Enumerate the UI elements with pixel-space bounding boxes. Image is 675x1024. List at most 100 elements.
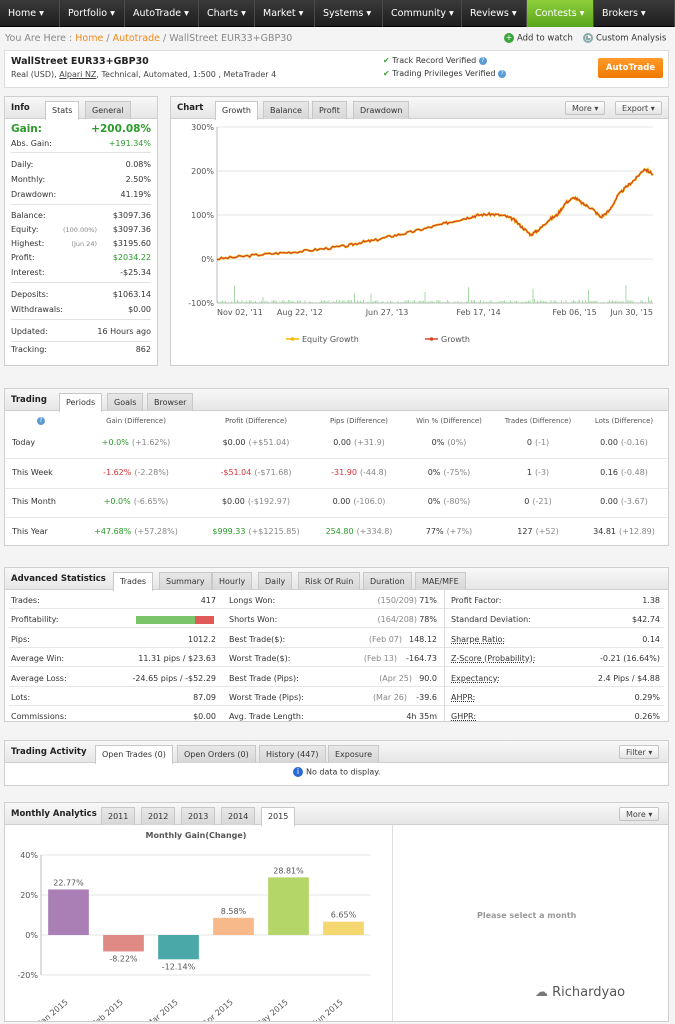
gain-cell: +0.0% (-6.65%) (81, 497, 191, 506)
breadcrumb-prefix: You Are Here : (5, 33, 73, 44)
bar[interactable] (158, 935, 199, 960)
tab-drawdown[interactable]: Drawdown (353, 101, 410, 119)
more-button[interactable]: More ▾ (565, 101, 606, 115)
tab-2013[interactable]: 2013 (181, 807, 216, 825)
tab-browser[interactable]: Browser (147, 393, 194, 411)
trades-cell: 127 (+52) (483, 527, 593, 536)
monthly-analytics-title: Monthly Analytics (11, 809, 97, 819)
nav-item-brokers[interactable]: Brokers ▾ (594, 0, 675, 27)
tab-exposure[interactable]: Exposure (328, 745, 380, 763)
nav-item-autotrade[interactable]: AutoTrade ▾ (125, 0, 199, 27)
export-button[interactable]: Export ▾ (615, 101, 662, 115)
help-icon[interactable]: ? (37, 417, 45, 425)
tab-duration[interactable]: Duration (363, 572, 412, 590)
y-tick-label: 100% (191, 211, 214, 220)
row-divider (9, 646, 664, 648)
nav-item-reviews[interactable]: Reviews ▾ (462, 0, 527, 27)
gain-value: -1.62% (103, 467, 132, 477)
column-header[interactable]: Trades (Difference) (504, 417, 572, 425)
volume-bars (217, 285, 652, 303)
tab-profit[interactable]: Profit (312, 101, 347, 119)
win-cell: 0% (-80%) (394, 497, 504, 506)
filter-button[interactable]: Filter ▾ (619, 745, 660, 759)
y-tick-label: 300% (191, 123, 214, 132)
nav-item-portfolio[interactable]: Portfolio ▾ (60, 0, 125, 27)
nav-item-community[interactable]: Community ▾ (383, 0, 462, 27)
trades-cell: 0 (-1) (483, 438, 593, 447)
lots-value: 34.81 (593, 526, 617, 536)
nav-item-charts[interactable]: Charts ▾ (199, 0, 255, 27)
trades-value: 127 (517, 526, 533, 536)
more-button[interactable]: More ▾ (619, 807, 660, 821)
lots-difference: (-0.48) (620, 467, 648, 477)
help-icon[interactable]: ? (478, 56, 487, 65)
drawdown-label: Drawdown: (11, 190, 57, 199)
tab-summary[interactable]: Summary (159, 572, 212, 590)
bar[interactable] (48, 889, 89, 935)
tab-open-trades[interactable]: Open Trades (0) (95, 745, 173, 764)
column-header[interactable]: Pips (Difference) (330, 417, 388, 425)
info-title: Info (11, 103, 30, 113)
column-header[interactable]: Profit (Difference) (224, 417, 288, 425)
tab-2012[interactable]: 2012 (141, 807, 176, 825)
autotrade-button[interactable]: AutoTrade (598, 58, 663, 78)
tab-trades[interactable]: Trades (113, 572, 154, 591)
nav-item-home[interactable]: Home ▾ (0, 0, 60, 27)
custom-analysis-link[interactable]: ◔ Custom Analysis (583, 33, 666, 44)
bar[interactable] (213, 917, 254, 935)
tab-daily[interactable]: Daily (258, 572, 293, 590)
tab-2014[interactable]: 2014 (221, 807, 256, 825)
tab-general[interactable]: General (85, 101, 131, 119)
nav-item-systems[interactable]: Systems ▾ (315, 0, 383, 27)
breadcrumb-home-link[interactable]: Home (75, 33, 104, 44)
tab-history[interactable]: History (447) (259, 745, 326, 763)
pips-cell: 0.00 (+31.9) (304, 438, 414, 447)
y-tick-label: 0% (201, 255, 214, 264)
bar[interactable] (323, 921, 364, 935)
tab-2015[interactable]: 2015 (261, 807, 296, 826)
pips-cell: 0.00 (-106.0) (304, 497, 414, 506)
breadcrumb-autotrade-link[interactable]: Autotrade (112, 33, 160, 44)
add-to-watch-link[interactable]: + Add to watch (504, 33, 573, 44)
bar[interactable] (268, 877, 309, 935)
help-icon[interactable]: ? (498, 69, 507, 78)
column-header[interactable]: Win % (Difference) (416, 417, 482, 425)
tab-goals[interactable]: Goals (107, 393, 144, 411)
tab-2011[interactable]: 2011 (101, 807, 136, 825)
column-header[interactable]: Gain (Difference) (106, 417, 166, 425)
tab-risk-of-ruin[interactable]: Risk Of Ruin (298, 572, 361, 590)
highest-value: $3195.60 (112, 239, 151, 248)
legend-growth[interactable]: Growth (441, 335, 470, 344)
monthly-analytics-panel: Monthly Analytics 2011 2012 2013 2014 20… (4, 802, 669, 1022)
trades-difference: (+52) (535, 526, 559, 536)
nav-item-contests[interactable]: Contests ▾ (527, 0, 594, 27)
bar-value-label: 6.65% (331, 911, 357, 920)
column-header[interactable]: Lots (Difference) (594, 417, 654, 425)
pips-value: -31.90 (331, 467, 357, 477)
nav-item-market[interactable]: Market ▾ (255, 0, 315, 27)
x-tick-label: Jun 2015 (311, 998, 345, 1021)
win-value: 0% (427, 497, 441, 506)
watermark-text: Richardyao (552, 985, 626, 1000)
y-tick-label: -100% (188, 299, 214, 308)
analysis-icon: ◔ (583, 33, 593, 43)
abs-gain-value: +191.34% (108, 139, 151, 148)
tab-mae-mfe[interactable]: MAE/MFE (415, 572, 466, 590)
legend-equity-growth[interactable]: Equity Growth (302, 335, 359, 344)
tab-growth[interactable]: Growth (215, 101, 258, 120)
profitability-win-fill (136, 616, 195, 625)
info-icon: i (293, 767, 303, 777)
tab-open-orders[interactable]: Open Orders (0) (177, 745, 256, 763)
tab-periods[interactable]: Periods (59, 393, 103, 412)
chart-panel: Chart Growth Balance Profit Drawdown Mor… (170, 96, 669, 366)
separator (11, 282, 151, 283)
broker-link[interactable]: Alpari NZ (59, 70, 97, 79)
stat-value: 11.31 pips / $23.63 (138, 654, 216, 664)
bar[interactable] (103, 935, 144, 952)
tab-hourly[interactable]: Hourly (212, 572, 253, 590)
pips-difference: (+334.8) (356, 526, 393, 536)
daily-label: Daily: (11, 160, 34, 169)
tab-stats[interactable]: Stats (45, 101, 80, 120)
profit-cell: $999.33 (+$1215.85) (201, 527, 311, 536)
tab-balance[interactable]: Balance (263, 101, 309, 119)
